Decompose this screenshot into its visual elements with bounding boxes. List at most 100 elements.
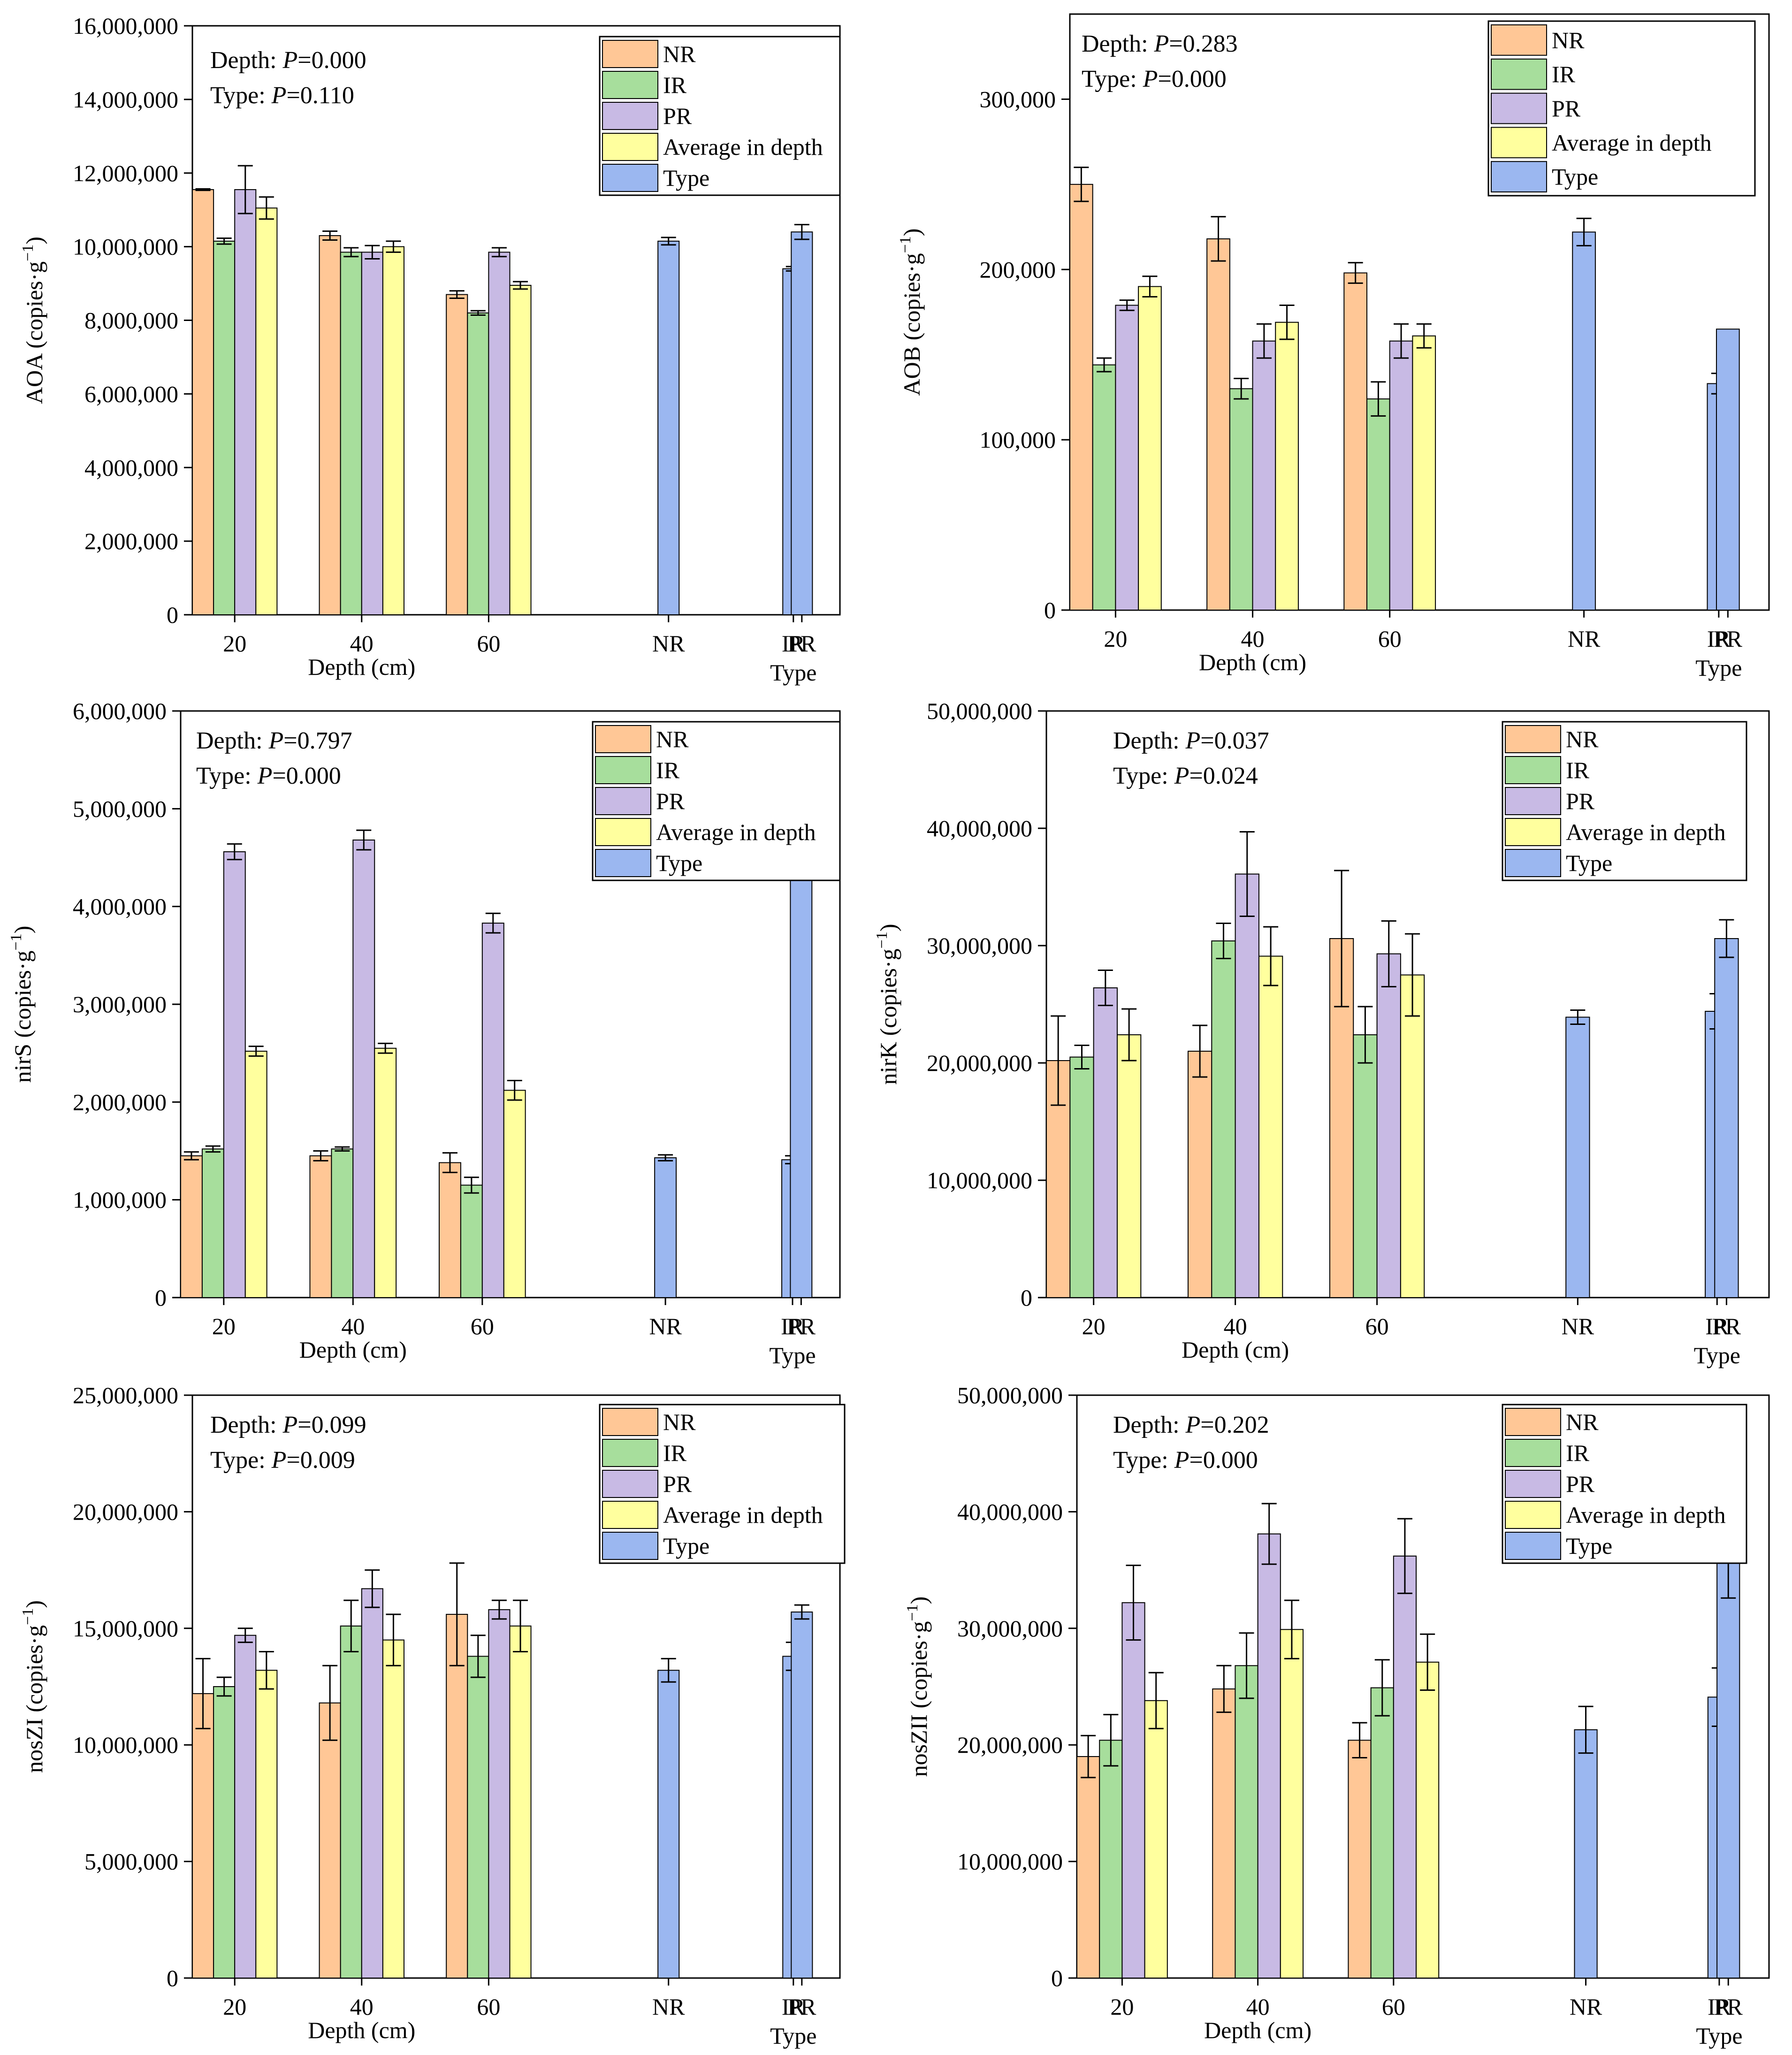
- stat-annotation: Depth: P=0.000: [210, 47, 366, 74]
- bar-type: [1565, 1016, 1590, 1298]
- bar-type: [1716, 328, 1740, 611]
- depth-category-label: 20: [1082, 1313, 1106, 1339]
- y-tick-label: 10,000,000: [927, 1167, 1032, 1193]
- stat-p-symbol: P: [271, 1447, 287, 1474]
- type-category-label: PR: [787, 1313, 816, 1339]
- bar-average-in-depth: [382, 1639, 404, 1979]
- y-axis-title-superscript: −1: [19, 244, 37, 261]
- bar-ir: [1235, 1665, 1258, 1979]
- y-axis-title-end: ): [21, 1600, 47, 1608]
- type-category-label: IR: [1707, 626, 1731, 652]
- legend-label: PR: [1552, 95, 1581, 122]
- bar-nr: [192, 189, 214, 615]
- depth-category-label: 40: [341, 1313, 365, 1339]
- legend-label: NR: [663, 1409, 696, 1435]
- bar-ir: [467, 1656, 489, 1979]
- depth-category-label: 20: [223, 1994, 246, 2020]
- y-axis-title: nosZI (copies·g−1): [19, 1600, 47, 1773]
- y-axis-title: nirS (copies·g−1): [8, 926, 36, 1083]
- stat-p-symbol: P: [1174, 763, 1190, 789]
- legend-label: Type: [1566, 1533, 1612, 1559]
- y-tick-label: 15,000,000: [73, 1615, 178, 1642]
- type-category-label: NR: [1568, 626, 1601, 652]
- bar-average-in-depth: [255, 1670, 278, 1979]
- bar-nr: [180, 1155, 203, 1299]
- x-axis-title-type: Type: [770, 2023, 816, 2049]
- type-category-label: IR: [1705, 1313, 1729, 1339]
- bar-pr: [361, 252, 383, 615]
- bar-type: [791, 1612, 813, 1979]
- depth-category-label: 40: [1224, 1313, 1247, 1339]
- bar-pr: [481, 923, 504, 1299]
- stat-prefix: Depth:: [210, 47, 283, 74]
- stat-annotation: Type: P=0.024: [1113, 763, 1258, 789]
- type-category-label: IR: [782, 630, 806, 657]
- stat-p-symbol: P: [282, 47, 298, 74]
- bar-ir: [460, 1184, 483, 1299]
- y-tick-label: 14,000,000: [73, 86, 178, 113]
- y-tick-label: 3,000,000: [73, 991, 167, 1017]
- y-tick-label: 16,000,000: [73, 13, 178, 39]
- depth-category-label: 60: [1378, 626, 1402, 652]
- y-tick-label: 20,000,000: [957, 1732, 1063, 1758]
- bar-nr: [192, 1693, 214, 1979]
- y-axis-title-main: nirK (copies·g: [875, 948, 901, 1085]
- legend-label: Average in depth: [1552, 130, 1712, 156]
- bar-pr: [1093, 987, 1118, 1298]
- depth-category-label: 60: [1382, 1994, 1405, 2020]
- chart-panel-nirs: 0 1,000,000 2,000,000 3,000,000 4,000,000 5,0…: [8, 698, 841, 1368]
- bar-pr: [352, 840, 375, 1298]
- x-axis-title-type: Type: [769, 1342, 816, 1368]
- x-axis-title-type: Type: [1695, 655, 1742, 681]
- bar-ir: [331, 1148, 354, 1298]
- bar-pr: [234, 1635, 257, 1979]
- legend-swatch: [595, 849, 651, 877]
- stat-value: =0.000: [1189, 1447, 1258, 1474]
- stat-value: =0.024: [1189, 763, 1258, 789]
- stat-value: =0.202: [1200, 1412, 1269, 1438]
- bar-average-in-depth: [509, 1625, 532, 1979]
- bar-ir: [213, 1686, 236, 1979]
- legend-label: IR: [663, 72, 687, 98]
- legend-label: NR: [1566, 726, 1599, 752]
- y-tick-label: 2,000,000: [84, 528, 178, 554]
- bar-average-in-depth: [255, 207, 278, 615]
- y-axis-title-superscript: −1: [8, 933, 25, 950]
- x-axis-title-type: Type: [1694, 1342, 1740, 1368]
- bar-pr: [488, 252, 511, 615]
- legend-label: Type: [663, 1533, 709, 1559]
- bar-pr: [1393, 1555, 1417, 1979]
- chart-panel-noszi: 0 5,000,000 10,000,000 15,000,000 20,000,000…: [19, 1382, 846, 2049]
- bar-ir: [1069, 1056, 1094, 1298]
- depth-category-label: 60: [477, 630, 500, 657]
- bar-average-in-depth: [1116, 1034, 1142, 1298]
- legend-swatch: [602, 1532, 658, 1560]
- stat-p-symbol: P: [1174, 1447, 1190, 1474]
- y-axis-title-end: ): [899, 229, 925, 237]
- bar-average-in-depth: [503, 1090, 526, 1298]
- type-category-label: PR: [787, 630, 816, 657]
- bar-ir: [1099, 1740, 1123, 1979]
- bar-type: [1714, 938, 1739, 1298]
- depth-category-label: 20: [1110, 1994, 1134, 2020]
- y-axis-title-main: nosZII (copies·g: [906, 1621, 932, 1777]
- y-tick-label: 200,000: [980, 256, 1056, 283]
- stat-p-symbol: P: [1154, 31, 1169, 57]
- chart-panel-aoa: 0 2,000,000 4,000,000 6,000,000 8,000,000 10,…: [19, 13, 841, 686]
- stat-prefix: Type:: [210, 82, 272, 109]
- stat-prefix: Depth:: [210, 1412, 283, 1438]
- y-axis-title-main: nosZI (copies·g: [21, 1625, 47, 1773]
- legend-swatch: [595, 725, 651, 753]
- legend-label: Average in depth: [1566, 1502, 1726, 1528]
- depth-category-label: 60: [471, 1313, 494, 1339]
- y-axis-title: AOA (copies·g−1): [19, 237, 47, 404]
- stat-prefix: Type:: [210, 1447, 272, 1474]
- legend-swatch: [1505, 1439, 1561, 1467]
- depth-category-label: 40: [1241, 626, 1265, 652]
- stat-prefix: Type:: [1113, 763, 1174, 789]
- bar-ir: [1366, 398, 1390, 611]
- bar-type: [1574, 1729, 1598, 1979]
- y-axis-title-main: nirS (copies·g: [9, 950, 36, 1083]
- stat-value: =0.110: [286, 82, 354, 109]
- y-tick-label: 40,000,000: [927, 815, 1032, 841]
